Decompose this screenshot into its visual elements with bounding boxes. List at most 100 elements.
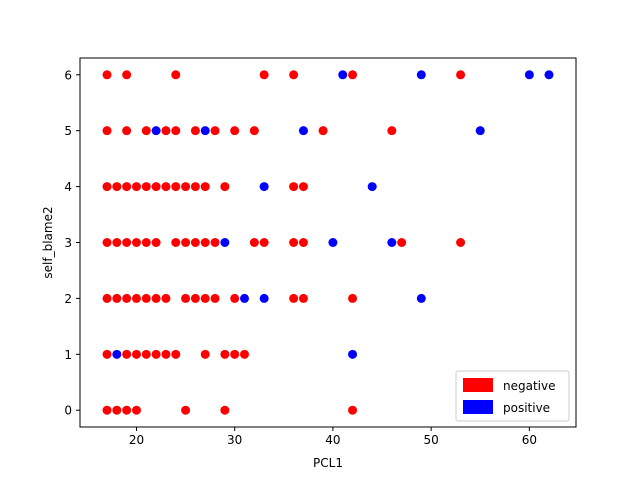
data-point-positive — [298, 126, 308, 136]
data-point-negative — [200, 349, 210, 359]
data-point-negative — [259, 238, 269, 247]
x-tick-label: 40 — [325, 433, 340, 447]
data-points — [102, 70, 554, 415]
data-point-negative — [151, 238, 161, 247]
data-point-positive — [475, 126, 485, 136]
y-tick-label: 3 — [64, 236, 72, 250]
data-point-positive — [387, 238, 397, 247]
data-point-negative — [171, 238, 181, 247]
data-point-negative — [131, 182, 141, 192]
data-point-negative — [131, 405, 141, 415]
data-point-negative — [171, 349, 181, 359]
data-point-negative — [141, 238, 151, 247]
y-axis-ticks: 0 1 2 3 4 5 6 — [64, 68, 80, 418]
data-point-negative — [122, 238, 132, 247]
data-point-negative — [298, 182, 308, 192]
data-point-negative — [102, 126, 112, 136]
data-point-negative — [161, 182, 171, 192]
data-point-negative — [181, 182, 191, 192]
data-point-negative — [298, 293, 308, 303]
data-point-positive — [328, 238, 338, 247]
data-point-positive — [544, 70, 554, 80]
x-tick-label: 30 — [227, 433, 242, 447]
data-point-negative — [131, 238, 141, 247]
data-point-negative — [190, 293, 200, 303]
x-tick-label: 20 — [129, 433, 144, 447]
data-point-negative — [348, 293, 358, 303]
data-point-negative — [230, 349, 240, 359]
legend-swatch-positive — [463, 400, 493, 414]
data-point-negative — [122, 349, 132, 359]
data-point-negative — [122, 405, 132, 415]
data-point-negative — [387, 126, 397, 136]
data-point-negative — [220, 182, 230, 192]
data-point-negative — [181, 238, 191, 247]
data-point-negative — [249, 126, 259, 136]
data-point-negative — [102, 349, 112, 359]
y-tick-label: 1 — [64, 348, 72, 362]
data-point-negative — [230, 126, 240, 136]
data-point-negative — [161, 349, 171, 359]
y-axis-label: self_blame2 — [41, 206, 55, 278]
x-axis-ticks: 20 30 40 50 60 — [129, 427, 537, 447]
legend-label-negative: negative — [503, 379, 555, 393]
data-point-negative — [348, 405, 358, 415]
data-point-negative — [151, 182, 161, 192]
data-point-negative — [141, 349, 151, 359]
data-point-negative — [397, 238, 407, 247]
data-point-negative — [210, 238, 220, 247]
x-axis-label: PCL1 — [313, 456, 343, 470]
data-point-negative — [200, 182, 210, 192]
data-point-positive — [112, 349, 122, 359]
data-point-negative — [122, 182, 132, 192]
data-point-negative — [220, 405, 230, 415]
data-point-negative — [190, 126, 200, 136]
data-point-negative — [161, 126, 171, 136]
data-point-negative — [289, 70, 299, 80]
data-point-negative — [131, 293, 141, 303]
data-point-negative — [171, 70, 181, 80]
data-point-negative — [141, 182, 151, 192]
y-tick-label: 4 — [64, 180, 72, 194]
y-tick-label: 5 — [64, 124, 72, 138]
data-point-negative — [190, 182, 200, 192]
data-point-negative — [171, 126, 181, 136]
data-point-negative — [161, 293, 171, 303]
data-point-negative — [289, 182, 299, 192]
data-point-negative — [102, 238, 112, 247]
y-tick-label: 6 — [64, 68, 72, 82]
x-tick-label: 50 — [423, 433, 438, 447]
data-point-negative — [249, 238, 259, 247]
data-point-negative — [289, 238, 299, 247]
data-point-negative — [200, 238, 210, 247]
data-point-negative — [456, 238, 466, 247]
data-point-positive — [367, 182, 377, 192]
data-point-negative — [112, 405, 122, 415]
data-point-positive — [416, 293, 426, 303]
data-point-positive — [348, 349, 358, 359]
data-point-negative — [289, 293, 299, 303]
data-point-negative — [102, 70, 112, 80]
data-point-negative — [102, 182, 112, 192]
data-point-negative — [190, 238, 200, 247]
data-point-negative — [112, 182, 122, 192]
data-point-positive — [524, 70, 534, 80]
data-point-negative — [259, 70, 269, 80]
data-point-negative — [141, 293, 151, 303]
data-point-positive — [259, 182, 269, 192]
data-point-negative — [131, 349, 141, 359]
data-point-negative — [181, 293, 191, 303]
y-tick-label: 0 — [64, 404, 72, 418]
data-point-positive — [338, 70, 348, 80]
data-point-negative — [220, 349, 230, 359]
data-point-positive — [259, 293, 269, 303]
data-point-negative — [122, 70, 132, 80]
data-point-positive — [240, 293, 250, 303]
data-point-positive — [416, 70, 426, 80]
y-tick-label: 2 — [64, 292, 72, 306]
data-point-negative — [210, 293, 220, 303]
data-point-negative — [151, 349, 161, 359]
legend-swatch-negative — [463, 378, 493, 392]
data-point-negative — [240, 349, 250, 359]
data-point-positive — [220, 238, 230, 247]
